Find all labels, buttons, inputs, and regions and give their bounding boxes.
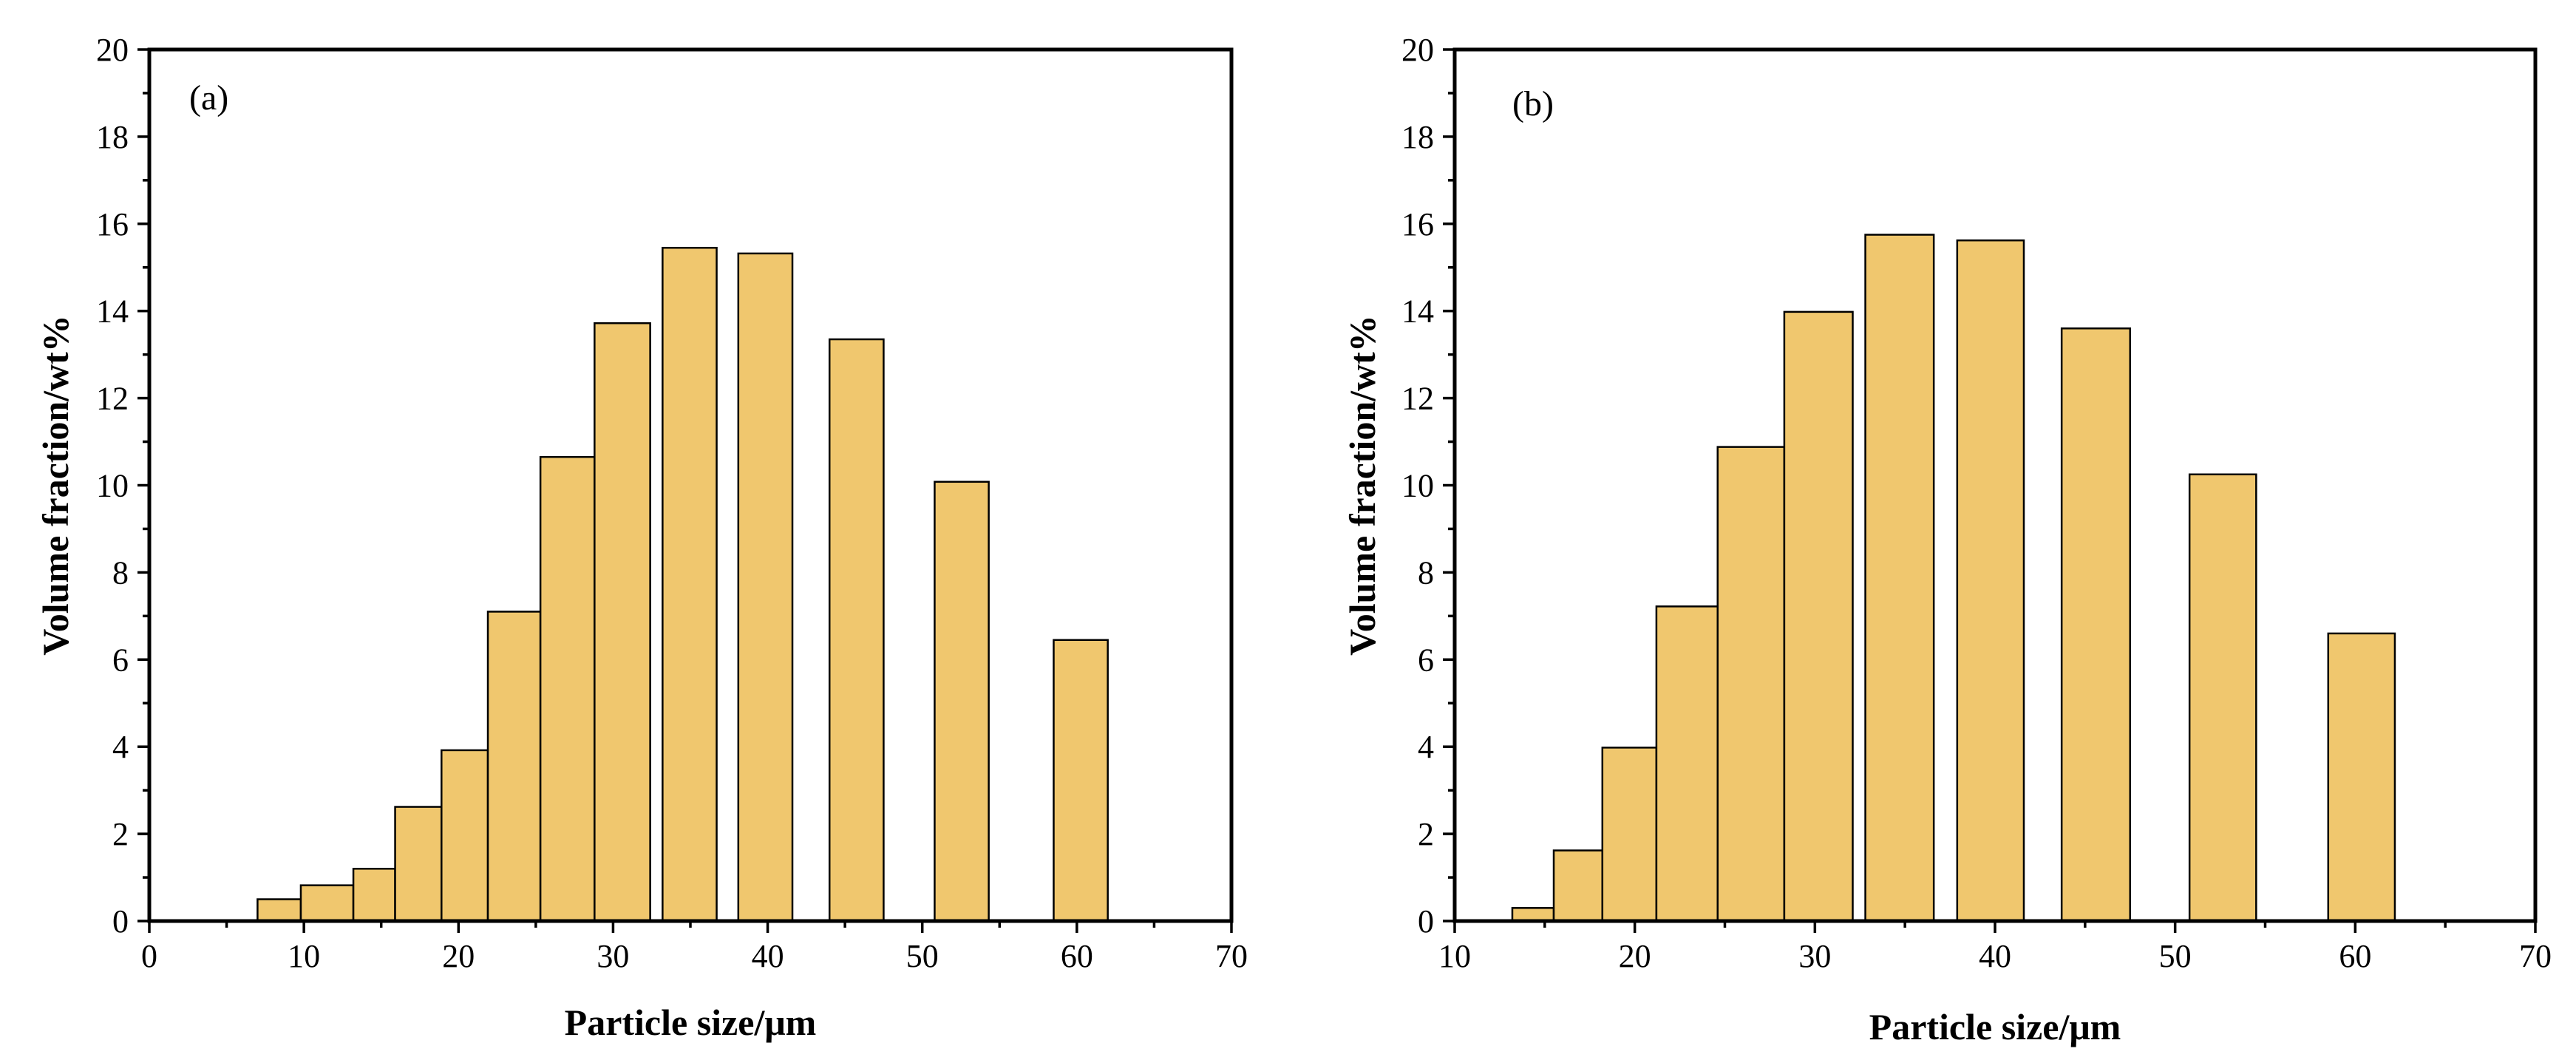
y-tick-label: 20	[96, 32, 129, 68]
x-tick-label: 50	[2159, 938, 2192, 974]
y-tick-label: 4	[112, 729, 129, 765]
y-axis-title: Volume fraction/wt%	[1342, 315, 1383, 656]
bar-1	[256, 898, 302, 923]
panel-label: (a)	[189, 78, 228, 118]
y-tick-label: 10	[1401, 468, 1434, 504]
y-tick-label: 20	[1401, 32, 1434, 68]
bar-6	[486, 611, 542, 923]
bar-9	[2060, 327, 2132, 923]
x-tick-label: 20	[442, 938, 475, 974]
y-tick-label: 0	[112, 903, 129, 940]
bar-7	[539, 455, 596, 923]
x-tick-label: 30	[597, 938, 629, 974]
y-tick-label: 12	[96, 381, 129, 417]
chart-a: 0 10 20 30 40 50 60 70 0 2 4 6 8 10 12 14 16 18 20 Particle…	[35, 32, 1248, 1043]
bar-12	[934, 480, 990, 923]
x-tick-label: 0	[141, 938, 157, 974]
y-tick-label: 0	[1418, 903, 1434, 940]
x-axis-title: Particle size/μm	[1869, 1006, 2121, 1047]
y-tick-label: 16	[96, 206, 129, 242]
bar-3	[1601, 747, 1658, 923]
y-tick-label: 2	[112, 816, 129, 852]
bar-11	[828, 338, 885, 923]
chart-b: 10 20 30 40 50 60 70 0 2 4 6 8 10 12 14 16 18 20 Particle …	[1342, 32, 2552, 1047]
y-tick-label: 6	[112, 642, 129, 678]
x-tick-label: 40	[1979, 938, 2011, 974]
x-tick-label: 60	[1061, 938, 1093, 974]
x-tick-label: 40	[752, 938, 784, 974]
x-tick-label: 70	[1215, 938, 1248, 974]
bar-10	[737, 252, 794, 923]
x-tick-label: 70	[2519, 938, 2552, 974]
x-tick-label: 60	[2339, 938, 2371, 974]
bar-7	[1864, 234, 1935, 923]
x-tick-label: 10	[288, 938, 320, 974]
bar-13	[1053, 639, 1109, 923]
bar-11	[2327, 632, 2396, 923]
y-tick-label: 6	[1418, 642, 1434, 678]
bar-4	[1655, 605, 1719, 923]
y-tick-label: 10	[96, 468, 129, 504]
y-tick-label: 16	[1401, 206, 1434, 242]
y-tick-label: 2	[1418, 816, 1434, 852]
y-tick-label: 14	[1401, 293, 1434, 330]
bar-8	[594, 322, 651, 923]
bar-1	[1511, 907, 1555, 923]
y-tick-label: 8	[1418, 554, 1434, 591]
bar-6	[1783, 310, 1854, 923]
bar-2	[1552, 849, 1604, 923]
y-tick-label: 14	[96, 293, 129, 330]
bar-4	[394, 806, 443, 923]
x-tick-label: 30	[1798, 938, 1831, 974]
panel-label: (b)	[1512, 84, 1554, 123]
bar-10	[2188, 473, 2257, 923]
bar-5	[441, 749, 489, 923]
bar-9	[662, 246, 718, 923]
bar-5	[1716, 446, 1786, 923]
y-tick-label: 4	[1418, 729, 1434, 765]
y-tick-label: 12	[1401, 381, 1434, 417]
y-tick-label: 18	[96, 119, 129, 155]
x-tick-label: 20	[1619, 938, 1651, 974]
bar-8	[1956, 239, 2025, 923]
y-tick-label: 18	[1401, 119, 1434, 155]
bar-3	[352, 868, 396, 923]
x-tick-label: 10	[1438, 938, 1471, 974]
x-axis-title: Particle size/μm	[565, 1002, 817, 1043]
x-tick-label: 50	[906, 938, 939, 974]
bar-2	[299, 884, 355, 923]
y-tick-label: 8	[112, 554, 129, 591]
y-axis-title: Volume fraction/wt%	[35, 315, 76, 656]
